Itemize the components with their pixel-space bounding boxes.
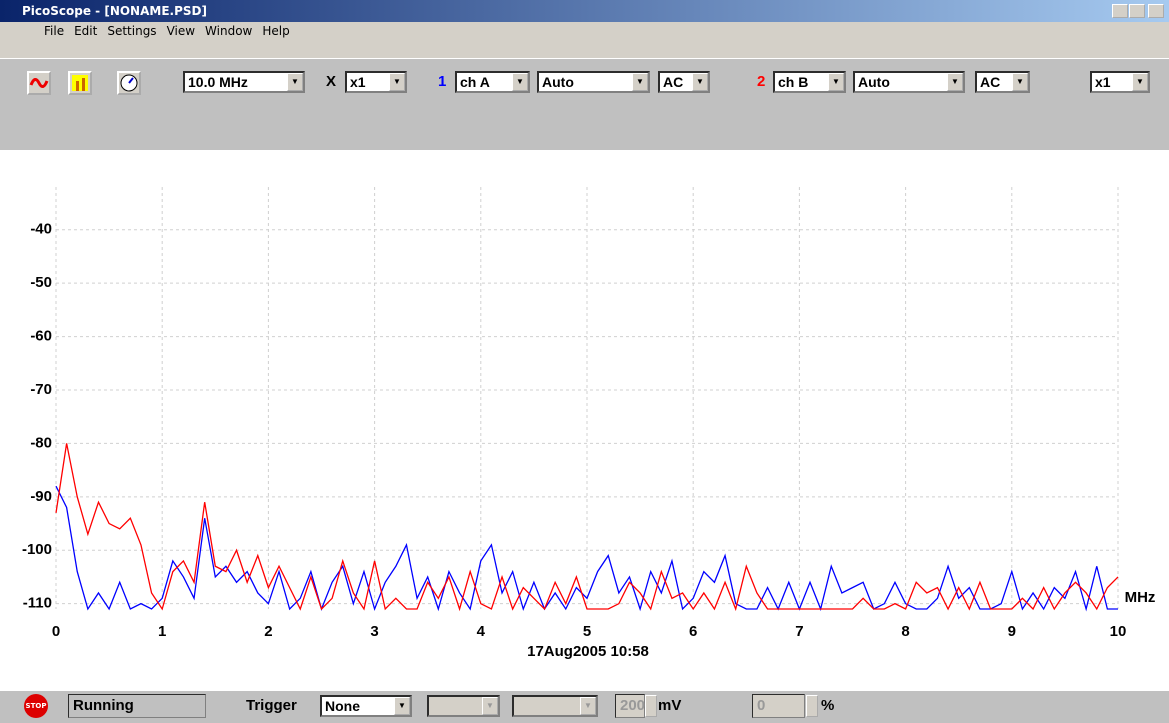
y-tick-label: -110 xyxy=(23,595,52,612)
channel-combo[interactable]: ch B ▼ xyxy=(773,71,846,93)
dropdown-arrow[interactable]: ▼ xyxy=(394,697,410,715)
timestamp: 17Aug2005 10:58 xyxy=(527,643,649,660)
x-tick-label: 1 xyxy=(158,623,166,640)
range-combo-value: Auto xyxy=(542,74,574,90)
x-tick-label: 4 xyxy=(477,623,486,640)
delay-unit: % xyxy=(821,697,835,714)
range-combo-value: Auto xyxy=(858,74,890,90)
x-tick-label: 5 xyxy=(583,623,591,640)
y-tick-label: -50 xyxy=(30,274,52,291)
trigger-edge-combo: ▼ xyxy=(512,695,598,717)
dropdown-arrow[interactable]: ▼ xyxy=(1012,73,1028,91)
x-tick-label: 0 xyxy=(52,623,60,640)
y-tick-label: -80 xyxy=(30,434,52,451)
dropdown-arrow[interactable]: ▼ xyxy=(389,73,405,91)
meter-view-button[interactable] xyxy=(117,71,141,95)
y-tick-label: -40 xyxy=(30,221,52,238)
x-tick-label: 10 xyxy=(1110,623,1127,640)
y-tick-label: -60 xyxy=(30,328,52,345)
menu-item[interactable]: Help xyxy=(262,24,290,38)
channel-combo-value: ch B xyxy=(778,74,809,90)
channel-combo[interactable]: ch A ▼ xyxy=(455,71,530,93)
level-unit: mV xyxy=(658,697,682,714)
window-title: PicoScope - [NONAME.PSD] xyxy=(22,4,207,18)
stop-button[interactable]: STOP xyxy=(24,694,48,718)
dropdown-arrow[interactable]: ▼ xyxy=(632,73,648,91)
coupling-combo-value: AC xyxy=(663,74,684,90)
x-tick-label: 3 xyxy=(370,623,378,640)
spectrum-chart: MHz 17Aug2005 10:58 -40 -50 -60 -70 -80 -90 -1… xyxy=(0,150,1169,690)
channel-number: 2 xyxy=(757,73,766,90)
icon xyxy=(72,75,88,91)
coupling-combo-value: AC xyxy=(980,74,1001,90)
close-button[interactable] xyxy=(1148,4,1164,18)
dropdown-arrow[interactable]: ▼ xyxy=(692,73,708,91)
icon xyxy=(120,74,138,92)
y-tick-label: -90 xyxy=(30,488,52,505)
menu-item[interactable]: Window xyxy=(205,24,253,38)
y-tick-label: -100 xyxy=(22,541,52,558)
dropdown-arrow[interactable]: ▼ xyxy=(287,73,303,91)
range-combo[interactable]: Auto ▼ xyxy=(853,71,965,93)
y-zoom-combo[interactable]: x1 ▼ xyxy=(1090,71,1150,93)
x-tick-label: 6 xyxy=(689,623,697,640)
channel-combo-value: ch A xyxy=(460,74,490,90)
dropdown-arrow[interactable]: ▼ xyxy=(512,73,528,91)
range-combo[interactable]: Auto ▼ xyxy=(537,71,650,93)
x-unit: MHz xyxy=(1125,589,1156,606)
dropdown-arrow[interactable]: ▼ xyxy=(1132,73,1148,91)
timebase-combo-value: 10.0 MHz xyxy=(188,74,248,90)
y-tick-label: -70 xyxy=(30,381,52,398)
menu-item[interactable]: Settings xyxy=(107,24,157,38)
x-tick-label: 9 xyxy=(1008,623,1016,640)
zoom-combo-value: x1 xyxy=(350,74,366,90)
coupling-combo[interactable]: AC ▼ xyxy=(658,71,710,93)
trigger-channel-combo: ▼ xyxy=(427,695,500,717)
trigger-delay: 0 xyxy=(752,694,805,718)
x-tick-label: 8 xyxy=(901,623,909,640)
menu-bar: File Edit Settings View Window Help xyxy=(0,22,1169,40)
delay-spinner xyxy=(806,695,818,717)
trigger-combo[interactable]: None ▼ xyxy=(320,695,412,717)
menu-item[interactable]: File xyxy=(44,24,65,38)
icon xyxy=(29,78,49,88)
maximize-button[interactable] xyxy=(1129,4,1145,18)
x-tick-label: 7 xyxy=(795,623,803,640)
status-bar: STOP Running Trigger None ▼ ▼ ▼ 200 mV 0 … xyxy=(0,690,1169,723)
trigger-label: Trigger xyxy=(246,697,297,714)
menu-item[interactable]: View xyxy=(166,24,196,38)
trace xyxy=(55,485,1118,612)
timebase-combo[interactable]: 10.0 MHz ▼ xyxy=(183,71,305,93)
trace xyxy=(55,443,1119,612)
scope-view-button[interactable] xyxy=(27,71,51,95)
dropdown-arrow[interactable]: ▼ xyxy=(828,73,844,91)
zoom-label: X xyxy=(326,73,337,90)
level-spinner xyxy=(645,695,657,717)
trigger-value: None xyxy=(325,698,360,714)
minimize-button[interactable] xyxy=(1112,4,1128,18)
spectrum-view-button[interactable] xyxy=(68,71,92,95)
y-zoom-combo-value: x1 xyxy=(1095,74,1111,90)
zoom-combo[interactable]: x1 ▼ xyxy=(345,71,407,93)
dropdown-arrow[interactable]: ▼ xyxy=(947,73,963,91)
channel-number: 1 xyxy=(438,73,447,90)
run-state: Running xyxy=(68,694,206,718)
title-bar: PicoScope - [NONAME.PSD] xyxy=(0,0,1169,22)
menu-item[interactable]: Edit xyxy=(74,24,98,38)
coupling-combo[interactable]: AC ▼ xyxy=(975,71,1030,93)
x-tick-label: 2 xyxy=(264,623,272,640)
trigger-level: 200 xyxy=(615,694,645,718)
